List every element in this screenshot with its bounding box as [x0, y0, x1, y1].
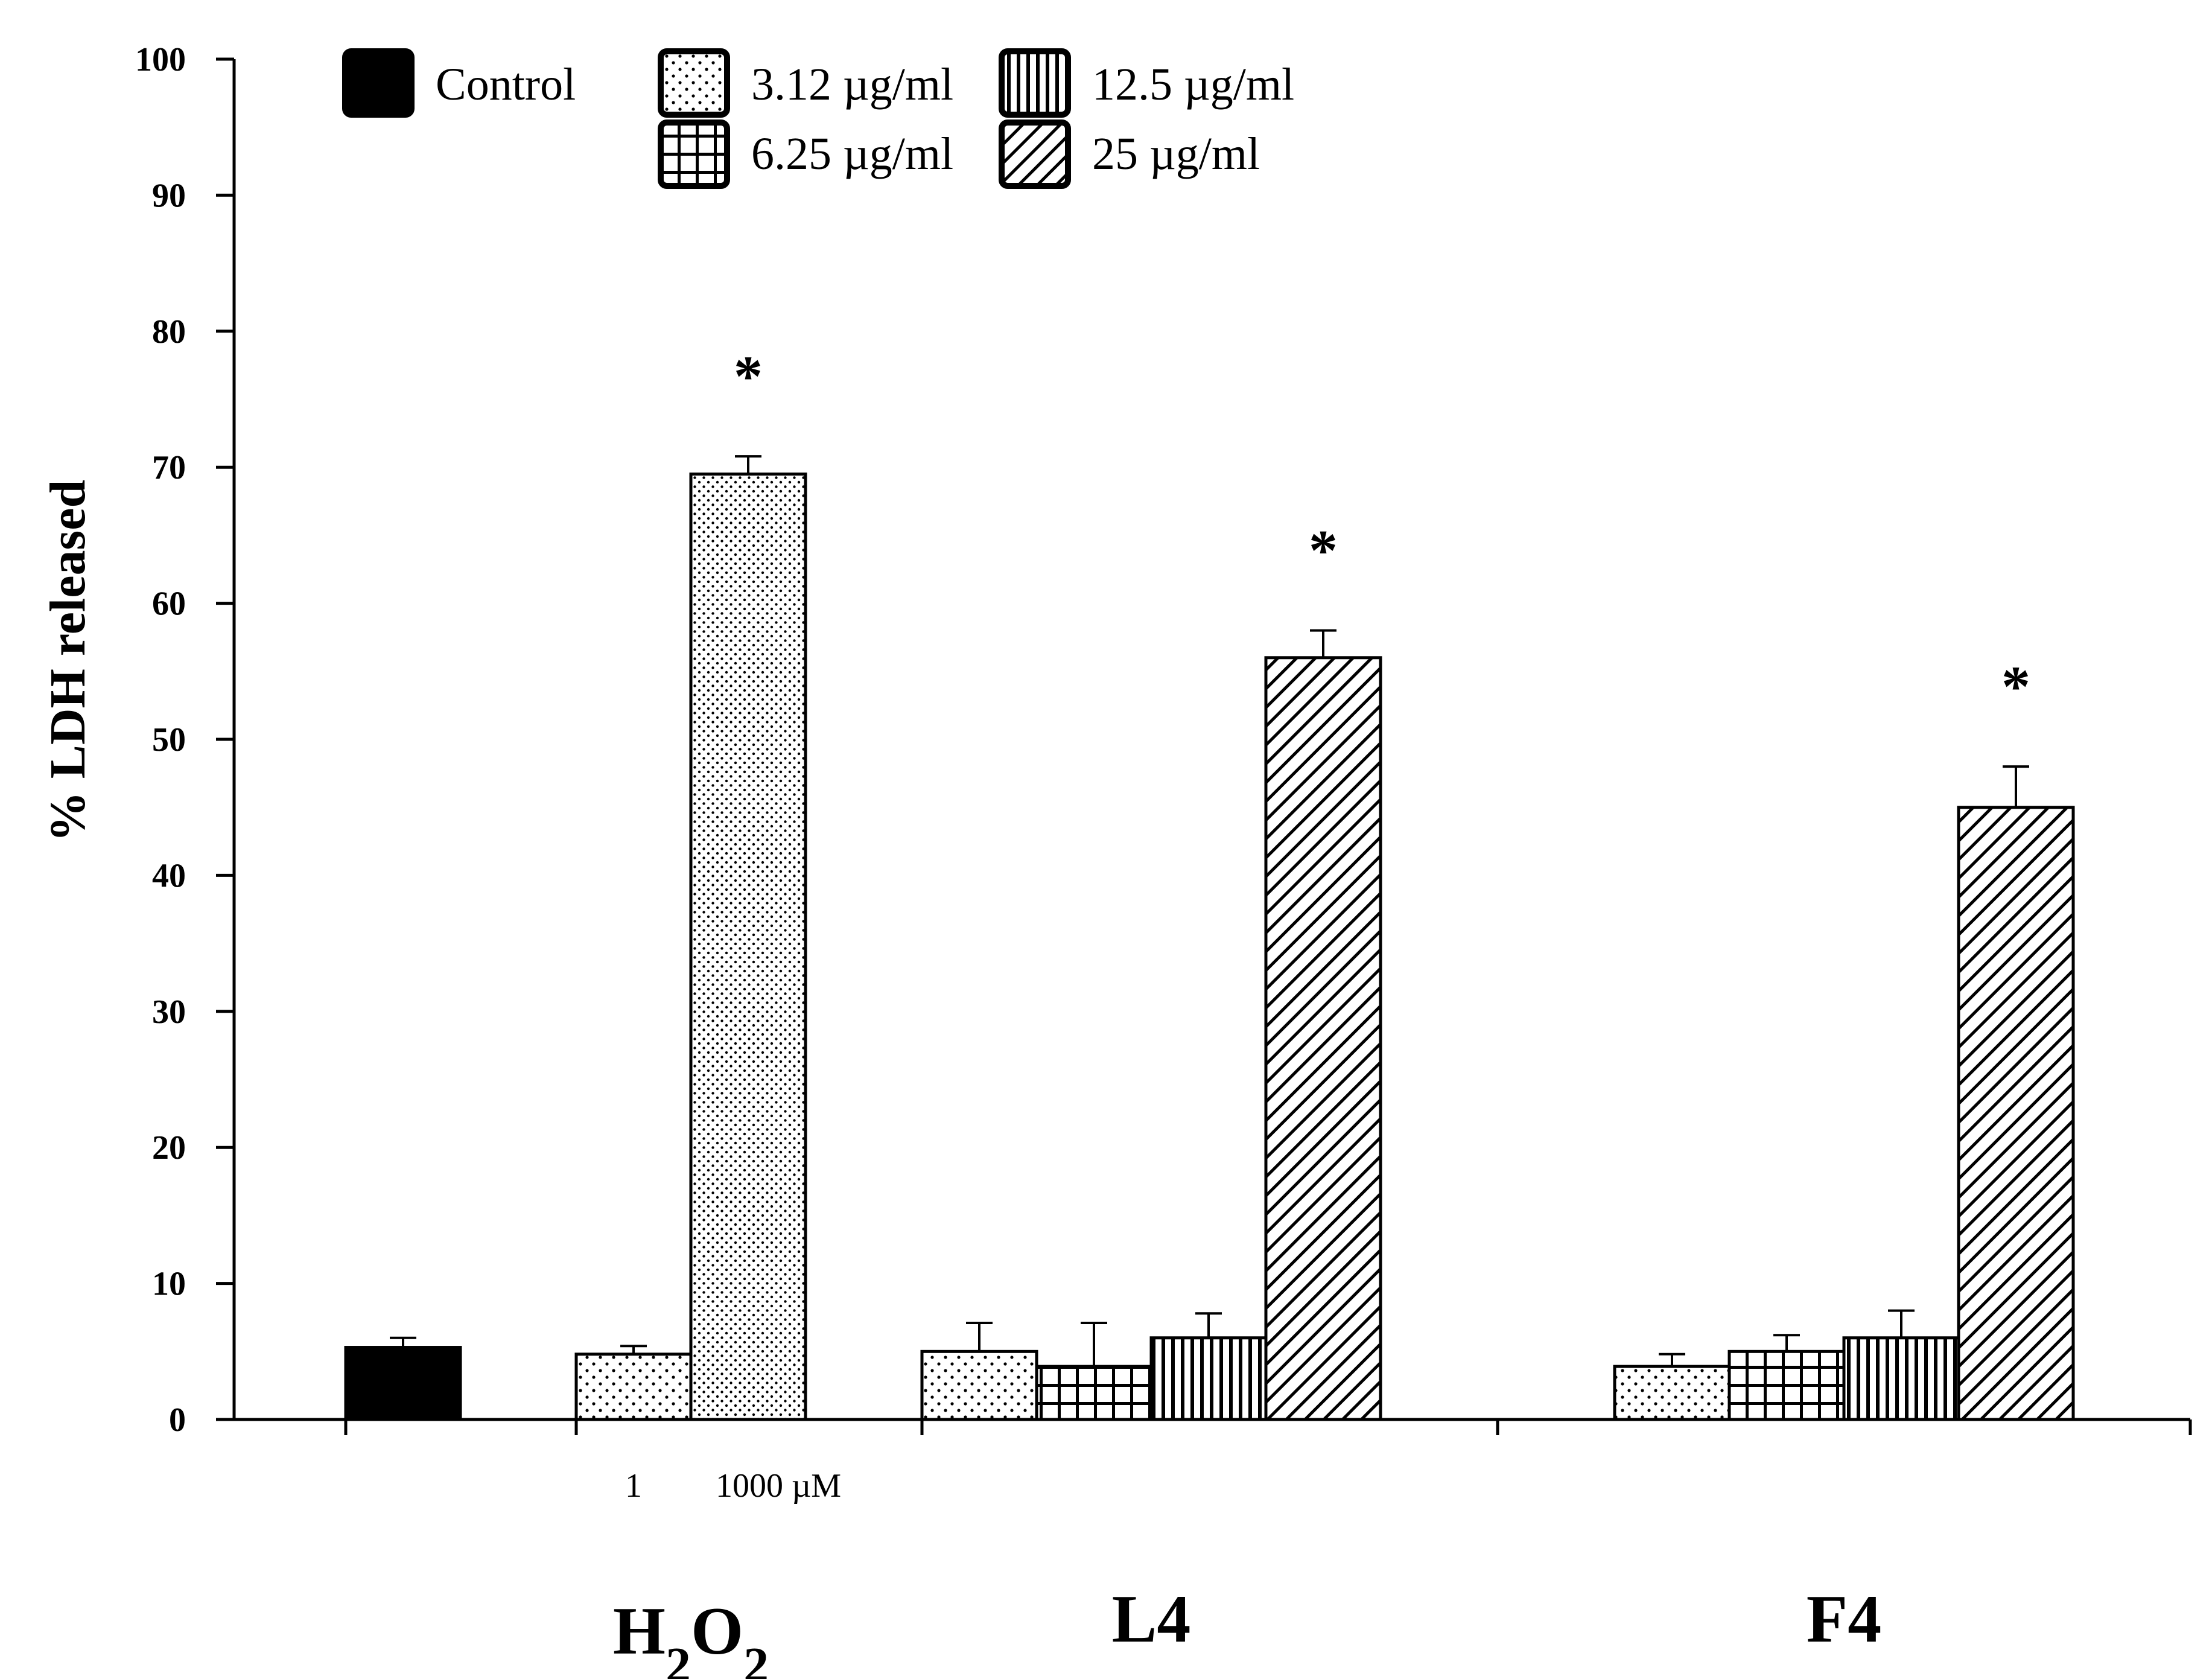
h2o2-sub-label-2: 1000 µM [716, 1467, 841, 1505]
group-label-h2o2: H2O2 [613, 1594, 769, 1679]
y-tick-label-60: 60 [152, 585, 186, 623]
bar-3-1 [1727, 1349, 1846, 1421]
y-ticks: 0 10 20 30 40 50 60 70 80 90 100 [135, 41, 234, 1439]
y-tick-label-0: 0 [169, 1401, 186, 1439]
y-tick-label-50: 50 [152, 721, 186, 759]
legend-label-1: 3.12 µg/ml [751, 59, 953, 110]
y-tick-label-70: 70 [152, 449, 186, 486]
legend-label-2: 6.25 µg/ml [751, 129, 953, 179]
group-label-f4: F4 [1807, 1582, 1881, 1657]
group-label-l4: L4 [1112, 1582, 1191, 1657]
bar-1-0 [574, 1352, 693, 1421]
y-tick-label-80: 80 [152, 313, 186, 351]
legend-swatch-0 [342, 48, 415, 118]
legend-label-4: 25 µg/ml [1092, 129, 1260, 179]
h2o2-sub-label-1: 1 [625, 1467, 642, 1505]
y-tick-label-10: 10 [152, 1266, 186, 1303]
category-labels: 1 1000 µM H2O2 L4 F4 [613, 1467, 1881, 1679]
y-tick-label-40: 40 [152, 857, 186, 894]
legend-label-3: 12.5 µg/ml [1092, 59, 1294, 110]
legend-swatch-2 [658, 119, 730, 189]
legend-swatch-4 [999, 119, 1071, 189]
axes [232, 59, 2192, 1435]
legend-label-0: Control [436, 59, 576, 110]
bars: * * * [344, 344, 2075, 1421]
significance-star: * [734, 344, 763, 409]
bar-2-3 [1264, 656, 1382, 1421]
bar-2-0 [920, 1349, 1038, 1421]
y-axis-label: % LDH released [40, 480, 96, 842]
bar-3-2 [1842, 1336, 1960, 1421]
significance-star: * [2001, 654, 2030, 719]
y-tick-label-90: 90 [152, 177, 186, 214]
bar-3-0 [1613, 1365, 1731, 1421]
bar-0-0 [344, 1346, 462, 1421]
legend-swatch-3 [999, 48, 1071, 118]
y-tick-label-30: 30 [152, 993, 186, 1031]
bar-2-2 [1149, 1336, 1268, 1421]
legend: Control 3.12 µg/ml 6.25 µg/ml 12.5 µg/ml 25 … [342, 48, 1294, 189]
bar-1-1 [689, 472, 807, 1421]
significance-star: * [1309, 518, 1338, 583]
y-tick-label-100: 100 [135, 41, 186, 78]
bar-2-1 [1035, 1365, 1153, 1421]
bar-3-3 [1957, 806, 2075, 1421]
y-tick-label-20: 20 [152, 1129, 186, 1167]
legend-swatch-1 [658, 48, 730, 118]
